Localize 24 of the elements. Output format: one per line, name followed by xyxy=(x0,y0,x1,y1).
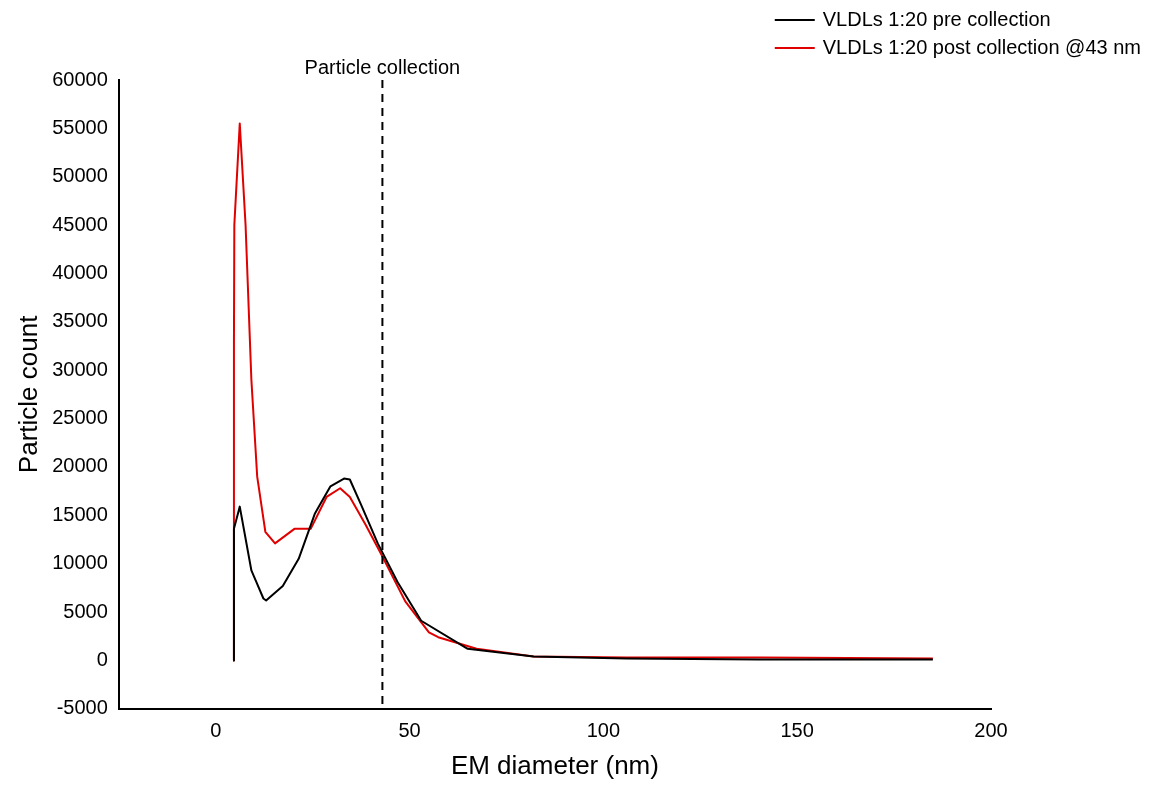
y-tick-label: 50000 xyxy=(52,164,108,187)
y-tick-label: 15000 xyxy=(52,502,108,525)
y-tick-label: 25000 xyxy=(52,406,108,429)
x-tick-label: 100 xyxy=(586,719,621,742)
y-tick-label: 55000 xyxy=(52,115,108,138)
y-tick-label: 45000 xyxy=(52,212,108,235)
y-tick-label: 5000 xyxy=(63,599,108,622)
x-tick-label: 200 xyxy=(974,719,1008,742)
ref-line-label: Particle collection xyxy=(304,55,461,78)
y-tick-label: 20000 xyxy=(52,454,108,477)
x-axis-title: EM diameter (nm) xyxy=(450,749,659,780)
y-tick-label: 35000 xyxy=(52,309,108,332)
y-tick-label: 0 xyxy=(96,647,108,670)
legend-label: VLDLs 1:20 post collection @43 nm xyxy=(822,35,1142,58)
y-tick-label: 30000 xyxy=(52,357,108,380)
legend-label: VLDLs 1:20 pre collection xyxy=(822,7,1051,30)
x-tick-label: 50 xyxy=(398,719,421,742)
y-tick-label: 40000 xyxy=(52,260,108,283)
y-axis-title: Particle count xyxy=(12,314,43,474)
y-tick-label: 60000 xyxy=(52,67,108,90)
y-tick-label: -5000 xyxy=(56,696,108,719)
x-tick-label: 0 xyxy=(210,719,222,742)
y-tick-label: 10000 xyxy=(52,551,108,574)
x-tick-label: 150 xyxy=(780,719,814,742)
